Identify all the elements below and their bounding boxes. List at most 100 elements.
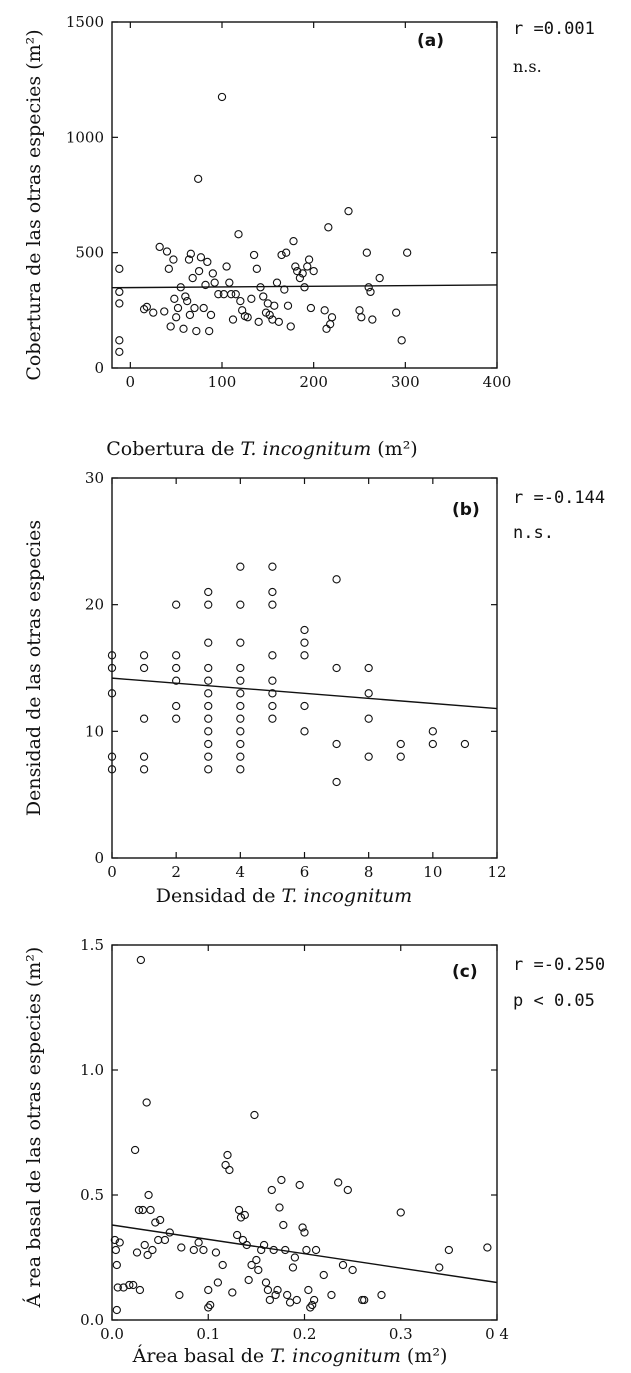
data-point [236,701,245,711]
data-point [249,250,259,260]
panel-b-r-value: r =-0.144 [513,488,605,508]
data-point [139,305,149,314]
data-point [274,317,283,327]
data-point [332,663,341,673]
data-point [172,714,181,723]
data-point [326,320,335,329]
data-point [263,1285,273,1295]
data-point [204,1303,213,1312]
panel-c-label: (c) [452,962,478,982]
data-point [357,313,366,322]
x-tick-label: 4 [236,863,246,881]
data-point [403,248,412,257]
data-point [160,1235,170,1245]
data-point [111,1245,120,1255]
data-point [368,315,377,324]
data-point [268,701,277,711]
panel-c-x-axis-label-species: T. incognitum [270,1345,401,1367]
panel-b-points [107,562,470,787]
data-point [206,1300,215,1310]
data-point [223,1150,232,1160]
data-point [218,1260,227,1270]
data-point [306,1303,315,1312]
data-point [392,308,401,317]
x-tick-label: 0.0 [100,1325,124,1343]
data-point [135,1285,145,1295]
data-point [273,1285,282,1295]
data-point [132,1248,142,1257]
data-point [175,1290,184,1300]
data-point [377,1290,386,1300]
data-point [204,587,213,597]
data-point [221,1160,230,1170]
data-point [177,1243,186,1252]
panel-a-label: (a) [417,31,444,51]
panel-b-label: (b) [452,500,480,520]
panel-a-significance: n.s. [513,57,542,76]
data-point [267,1185,276,1195]
data-point [289,236,298,246]
data-point [184,255,194,264]
data-point [319,1270,328,1280]
data-point [170,294,179,303]
data-point [162,247,172,256]
data-point [172,701,181,711]
data-point [243,313,252,322]
data-point [270,301,279,310]
y-tick-label: 500 [75,244,104,262]
data-point [219,290,228,299]
data-point [194,266,204,276]
data-point [140,1240,149,1250]
data-point [306,303,316,313]
data-point [236,676,245,685]
data-point [206,310,216,320]
data-point [300,283,309,292]
data-point [322,324,331,333]
data-point [139,765,149,774]
data-point [397,336,406,345]
data-point [444,1245,454,1255]
panel-b-axes [111,477,498,859]
data-point [240,1210,249,1220]
data-point [311,1245,321,1255]
x-tick-label: 0 [107,863,117,881]
data-point [228,315,238,324]
data-point [172,651,181,660]
data-point [428,739,437,749]
data-point [355,306,364,315]
data-point [364,283,373,292]
data-point [125,1280,134,1290]
y-tick-label: 20 [85,596,104,614]
data-point [166,322,175,331]
panel-c-y-axis-label: Á rea basal de las otras especies (m²) [22,947,45,1309]
y-tick-label: 1.0 [80,1061,104,1079]
panel-b-regression-line [111,677,498,710]
x-tick-label: 10 [423,863,442,881]
data-point [272,278,282,287]
data-point [199,303,208,313]
data-point [234,1205,244,1215]
data-point [115,336,124,345]
data-point [277,1175,286,1185]
data-point [334,1178,343,1187]
panel-a-x-axis-label-suffix: (m²) [371,438,418,460]
data-point [252,264,261,273]
panel-b-ticks: 0 2 4 6 8 10 12 0 10 20 30 [85,469,507,881]
data-point [247,294,256,303]
data-point [259,1240,269,1250]
panel-c-x-axis-label-suffix: (m²) [401,1345,448,1367]
y-tick-label: 0 [94,849,104,867]
data-point [179,324,188,333]
data-point [348,1265,357,1275]
data-point [283,1290,292,1300]
data-point [115,299,124,308]
data-point [115,287,124,297]
panel-a-y-axis-label: Cobertura de las otras especies (m²) [23,29,45,380]
y-tick-label: 0 [94,359,104,377]
data-point [172,600,181,609]
data-point [234,230,243,239]
data-point [259,292,268,301]
y-tick-label: 30 [85,469,104,487]
panel-c-x-axis-label: Área basal de T. incognitum (m²) [132,1344,448,1367]
panel-c-x-axis-label-prefix: Área basal de [132,1344,271,1367]
